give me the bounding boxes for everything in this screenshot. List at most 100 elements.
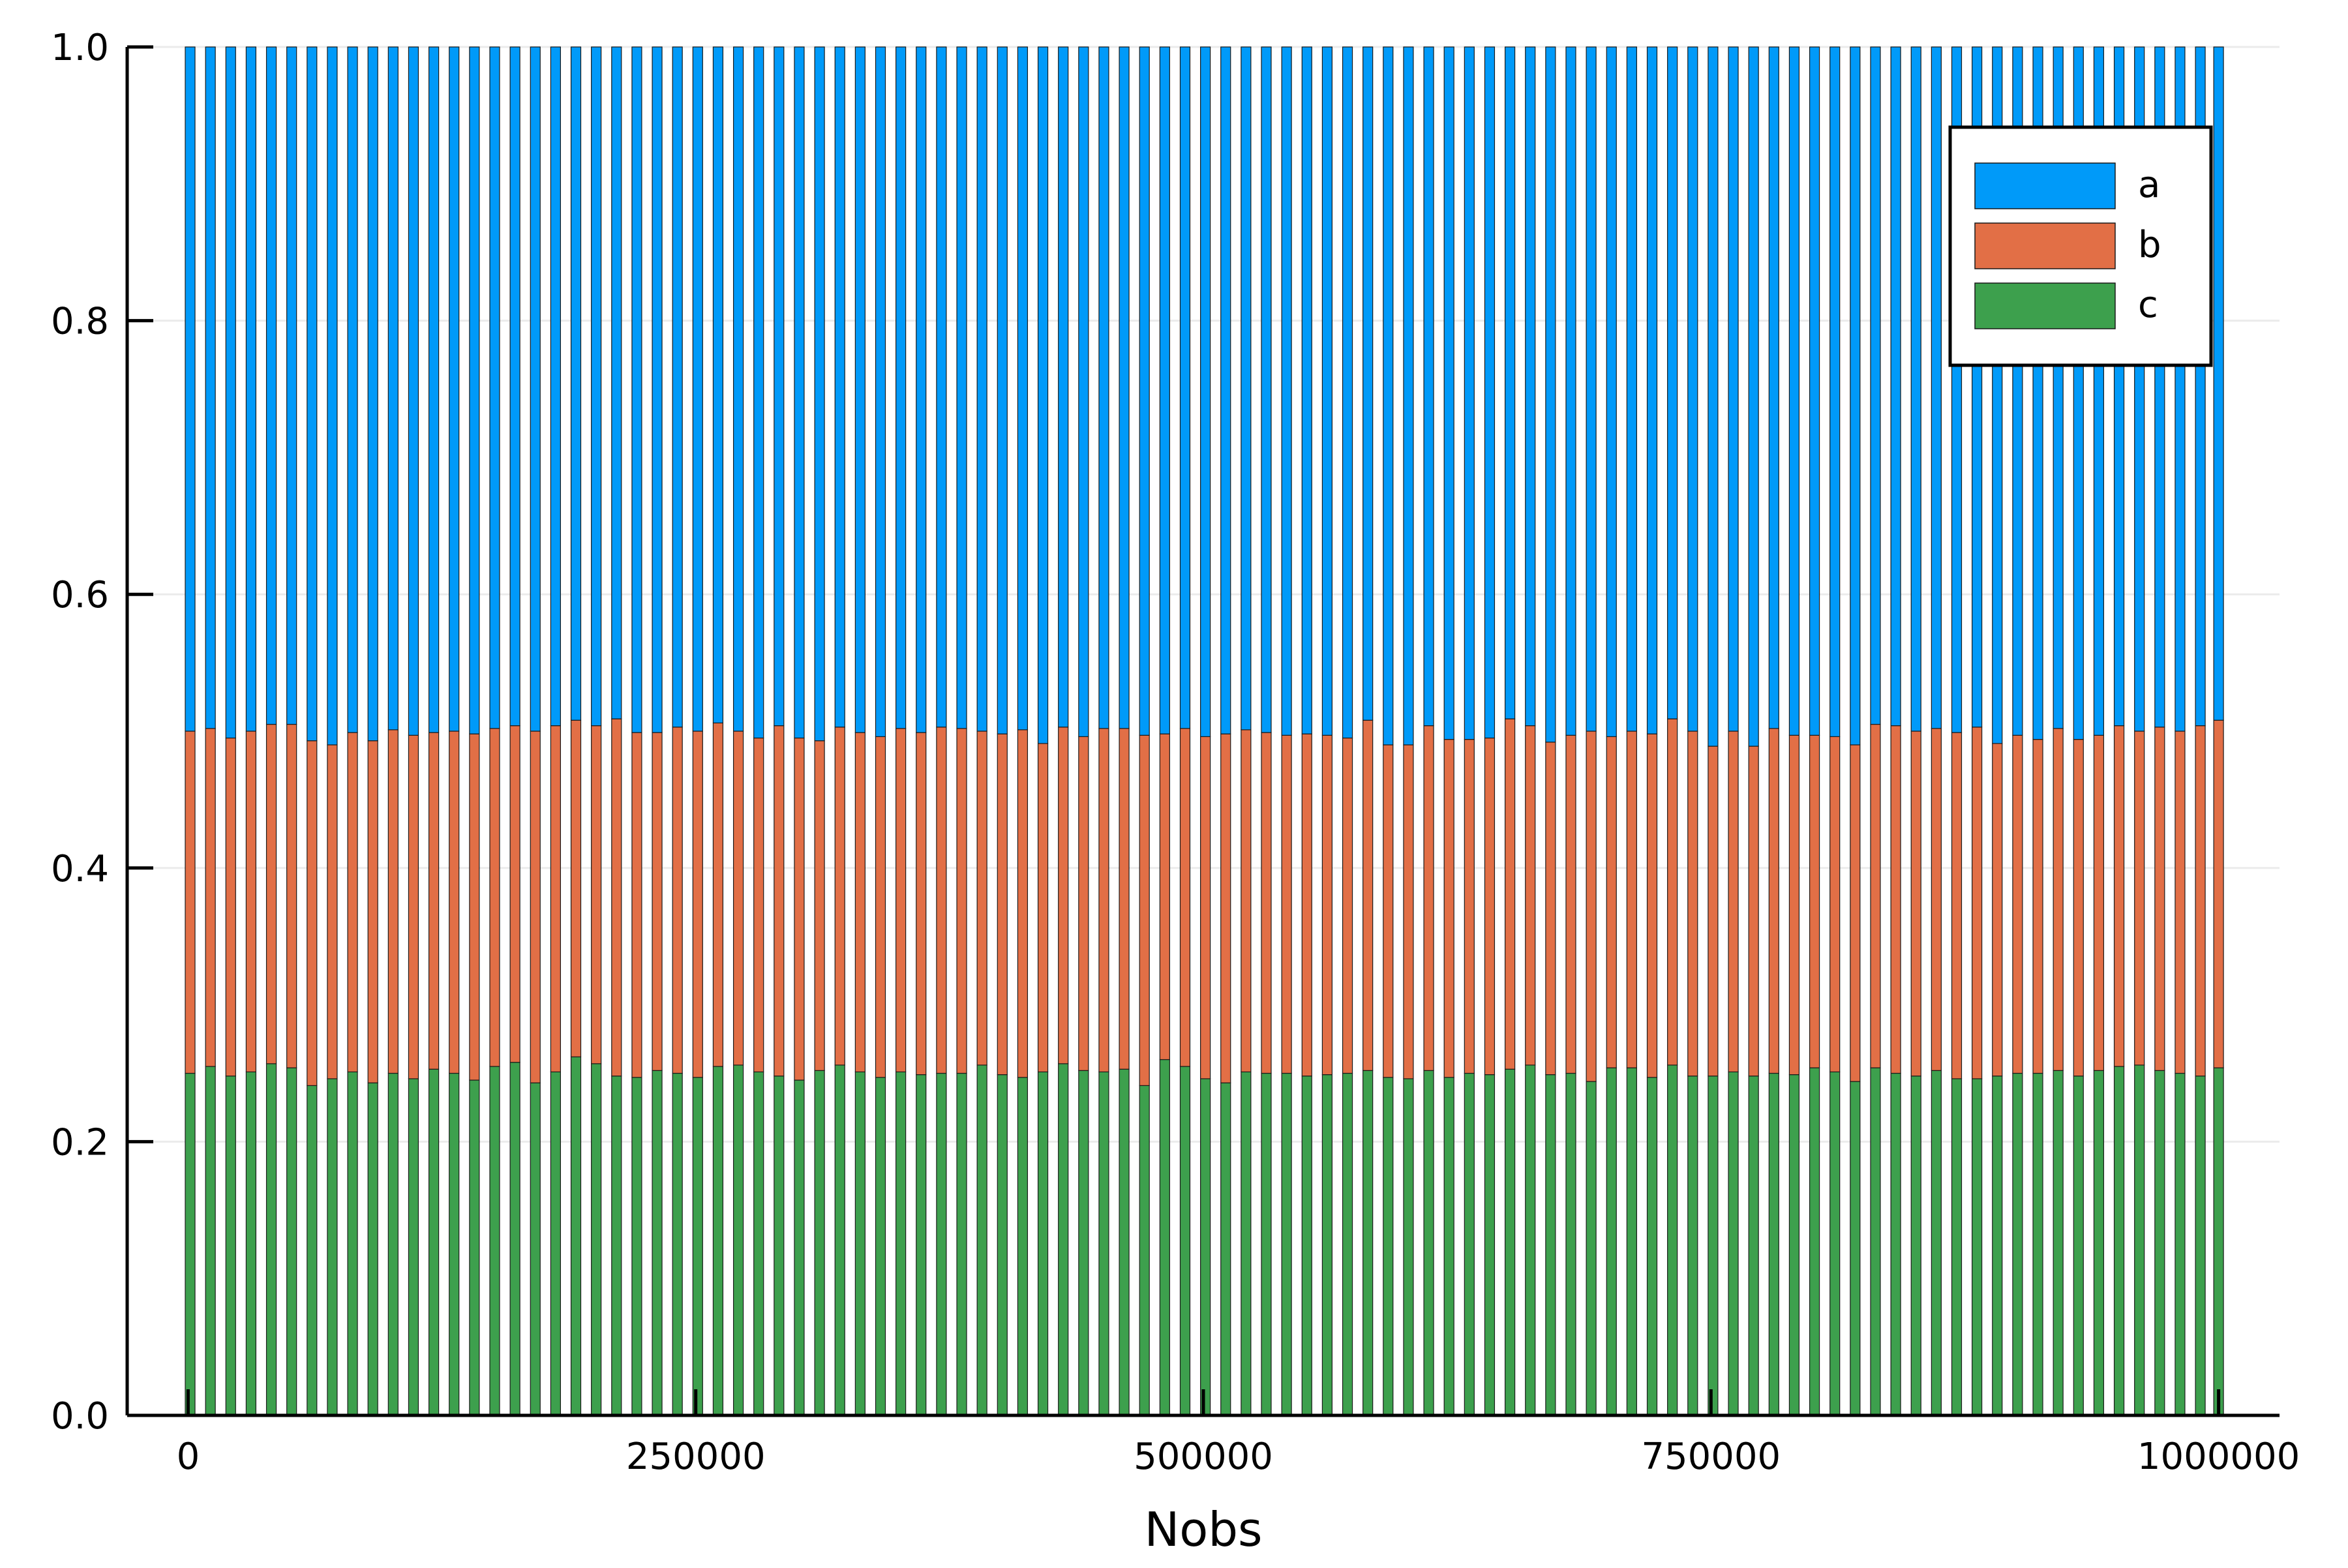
- y-tick-label: 0.0: [51, 1395, 109, 1438]
- bar-segment-b: [1992, 743, 2003, 1077]
- bar-segment-b: [1464, 738, 1475, 1074]
- bar-segment-b: [1890, 725, 1901, 1074]
- bar-segment-a: [530, 46, 541, 732]
- bar-segment-b: [1281, 734, 1292, 1074]
- legend-label-c: c: [2138, 284, 2158, 326]
- bar-segment-a: [774, 46, 785, 727]
- bar-segment-b: [1910, 731, 1921, 1077]
- bar-segment-c: [550, 1071, 561, 1416]
- bar-segment-c: [916, 1074, 927, 1416]
- bar-segment-c: [1708, 1076, 1719, 1416]
- bar-segment-c: [1362, 1070, 1374, 1416]
- x-tick-label: 250000: [626, 1436, 766, 1478]
- bar-segment-a: [185, 46, 196, 732]
- bar-segment-c: [1728, 1071, 1739, 1416]
- bar-segment-b: [550, 725, 561, 1073]
- y-tick-label: 0.8: [51, 301, 109, 343]
- bar-segment-b: [1098, 728, 1109, 1073]
- bar-segment-a: [692, 46, 703, 732]
- bar-segment-a: [1301, 46, 1312, 734]
- bar-segment-b: [387, 729, 399, 1074]
- y-tick-label: 0.4: [51, 848, 109, 890]
- x-tick-label: 500000: [1134, 1436, 1273, 1478]
- bar-segment-b: [1829, 736, 1841, 1073]
- bar-segment-a: [936, 46, 947, 728]
- bar-segment-b: [1443, 738, 1454, 1078]
- bar-segment-a: [1890, 46, 1901, 727]
- bar-segment-b: [286, 723, 297, 1068]
- legend-swatch-b: [1974, 222, 2116, 269]
- bar-segment-c: [1220, 1082, 1231, 1416]
- bar-segment-b: [449, 731, 460, 1074]
- bar-segment-c: [1972, 1078, 1983, 1416]
- bar-segment-a: [1910, 46, 1921, 732]
- bar-segment-b: [1159, 733, 1170, 1061]
- bar-segment-b: [834, 727, 845, 1066]
- bar-segment-c: [774, 1076, 785, 1416]
- bar-segment-c: [1646, 1077, 1658, 1416]
- bar-segment-a: [1504, 46, 1516, 719]
- bar-segment-c: [1992, 1076, 2003, 1416]
- bar-segment-b: [205, 728, 216, 1067]
- bar-segment-b: [2213, 719, 2224, 1068]
- bar-segment-a: [469, 46, 480, 734]
- bar-segment-b: [896, 728, 907, 1073]
- bar-segment-c: [1748, 1076, 1759, 1416]
- bar-segment-b: [469, 733, 480, 1081]
- bar-segment-a: [1443, 46, 1454, 740]
- bar-segment-c: [1200, 1078, 1211, 1416]
- bar-segment-b: [1321, 734, 1333, 1076]
- bar-segment-c: [692, 1077, 703, 1416]
- bar-segment-c: [652, 1070, 663, 1416]
- bar-segment-b: [753, 737, 764, 1073]
- bar-segment-a: [489, 46, 500, 729]
- bar-segment-a: [1342, 46, 1353, 739]
- bar-segment-b: [672, 727, 683, 1074]
- bar-segment-a: [1464, 46, 1475, 740]
- bar-segment-a: [1748, 46, 1759, 747]
- bar-segment-b: [875, 736, 886, 1078]
- bar-segment-b: [570, 719, 582, 1057]
- bar-segment-a: [1586, 46, 1597, 732]
- bar-segment-b: [1708, 746, 1719, 1077]
- bar-segment-a: [1768, 46, 1779, 729]
- bar-segment-c: [1321, 1074, 1333, 1416]
- bar-segment-b: [652, 732, 663, 1071]
- bar-segment-a: [1403, 46, 1414, 746]
- bar-segment-a: [367, 46, 378, 742]
- bar-segment-b: [530, 731, 541, 1083]
- bar-segment-c: [997, 1074, 1008, 1416]
- bar-segment-a: [814, 46, 825, 742]
- bar-segment-b: [794, 737, 805, 1081]
- bar-segment-c: [1383, 1077, 1394, 1416]
- bar-segment-a: [753, 46, 764, 739]
- bar-segment-a: [347, 46, 358, 733]
- bar-segment-c: [1443, 1077, 1454, 1416]
- bar-segment-c: [2195, 1076, 2206, 1416]
- bar-segment-b: [1037, 743, 1049, 1073]
- bar-segment-b: [2175, 731, 2186, 1074]
- bar-segment-b: [1139, 734, 1150, 1086]
- bar-segment-c: [2113, 1066, 2125, 1416]
- bar-segment-a: [854, 46, 865, 733]
- bar-segment-b: [1403, 744, 1414, 1079]
- bar-segment-c: [327, 1078, 338, 1416]
- bar-segment-b: [1241, 729, 1252, 1073]
- bar-segment-b: [854, 732, 865, 1073]
- bar-segment-a: [1017, 46, 1029, 731]
- bar-segment-c: [611, 1076, 622, 1416]
- bar-segment-c: [1788, 1074, 1800, 1416]
- bar-segment-c: [570, 1056, 582, 1416]
- bar-segment-b: [1017, 729, 1029, 1078]
- bar-segment-c: [956, 1072, 967, 1416]
- y-tick-label: 0.2: [51, 1121, 109, 1164]
- bar-segment-b: [2154, 727, 2165, 1071]
- bar-segment-c: [1626, 1067, 1637, 1416]
- bar-segment-c: [1464, 1072, 1475, 1416]
- y-tick-label: 0.6: [51, 574, 109, 616]
- bar-segment-b: [1565, 734, 1576, 1074]
- bar-segment-c: [896, 1071, 907, 1416]
- bar-segment-a: [1159, 46, 1170, 734]
